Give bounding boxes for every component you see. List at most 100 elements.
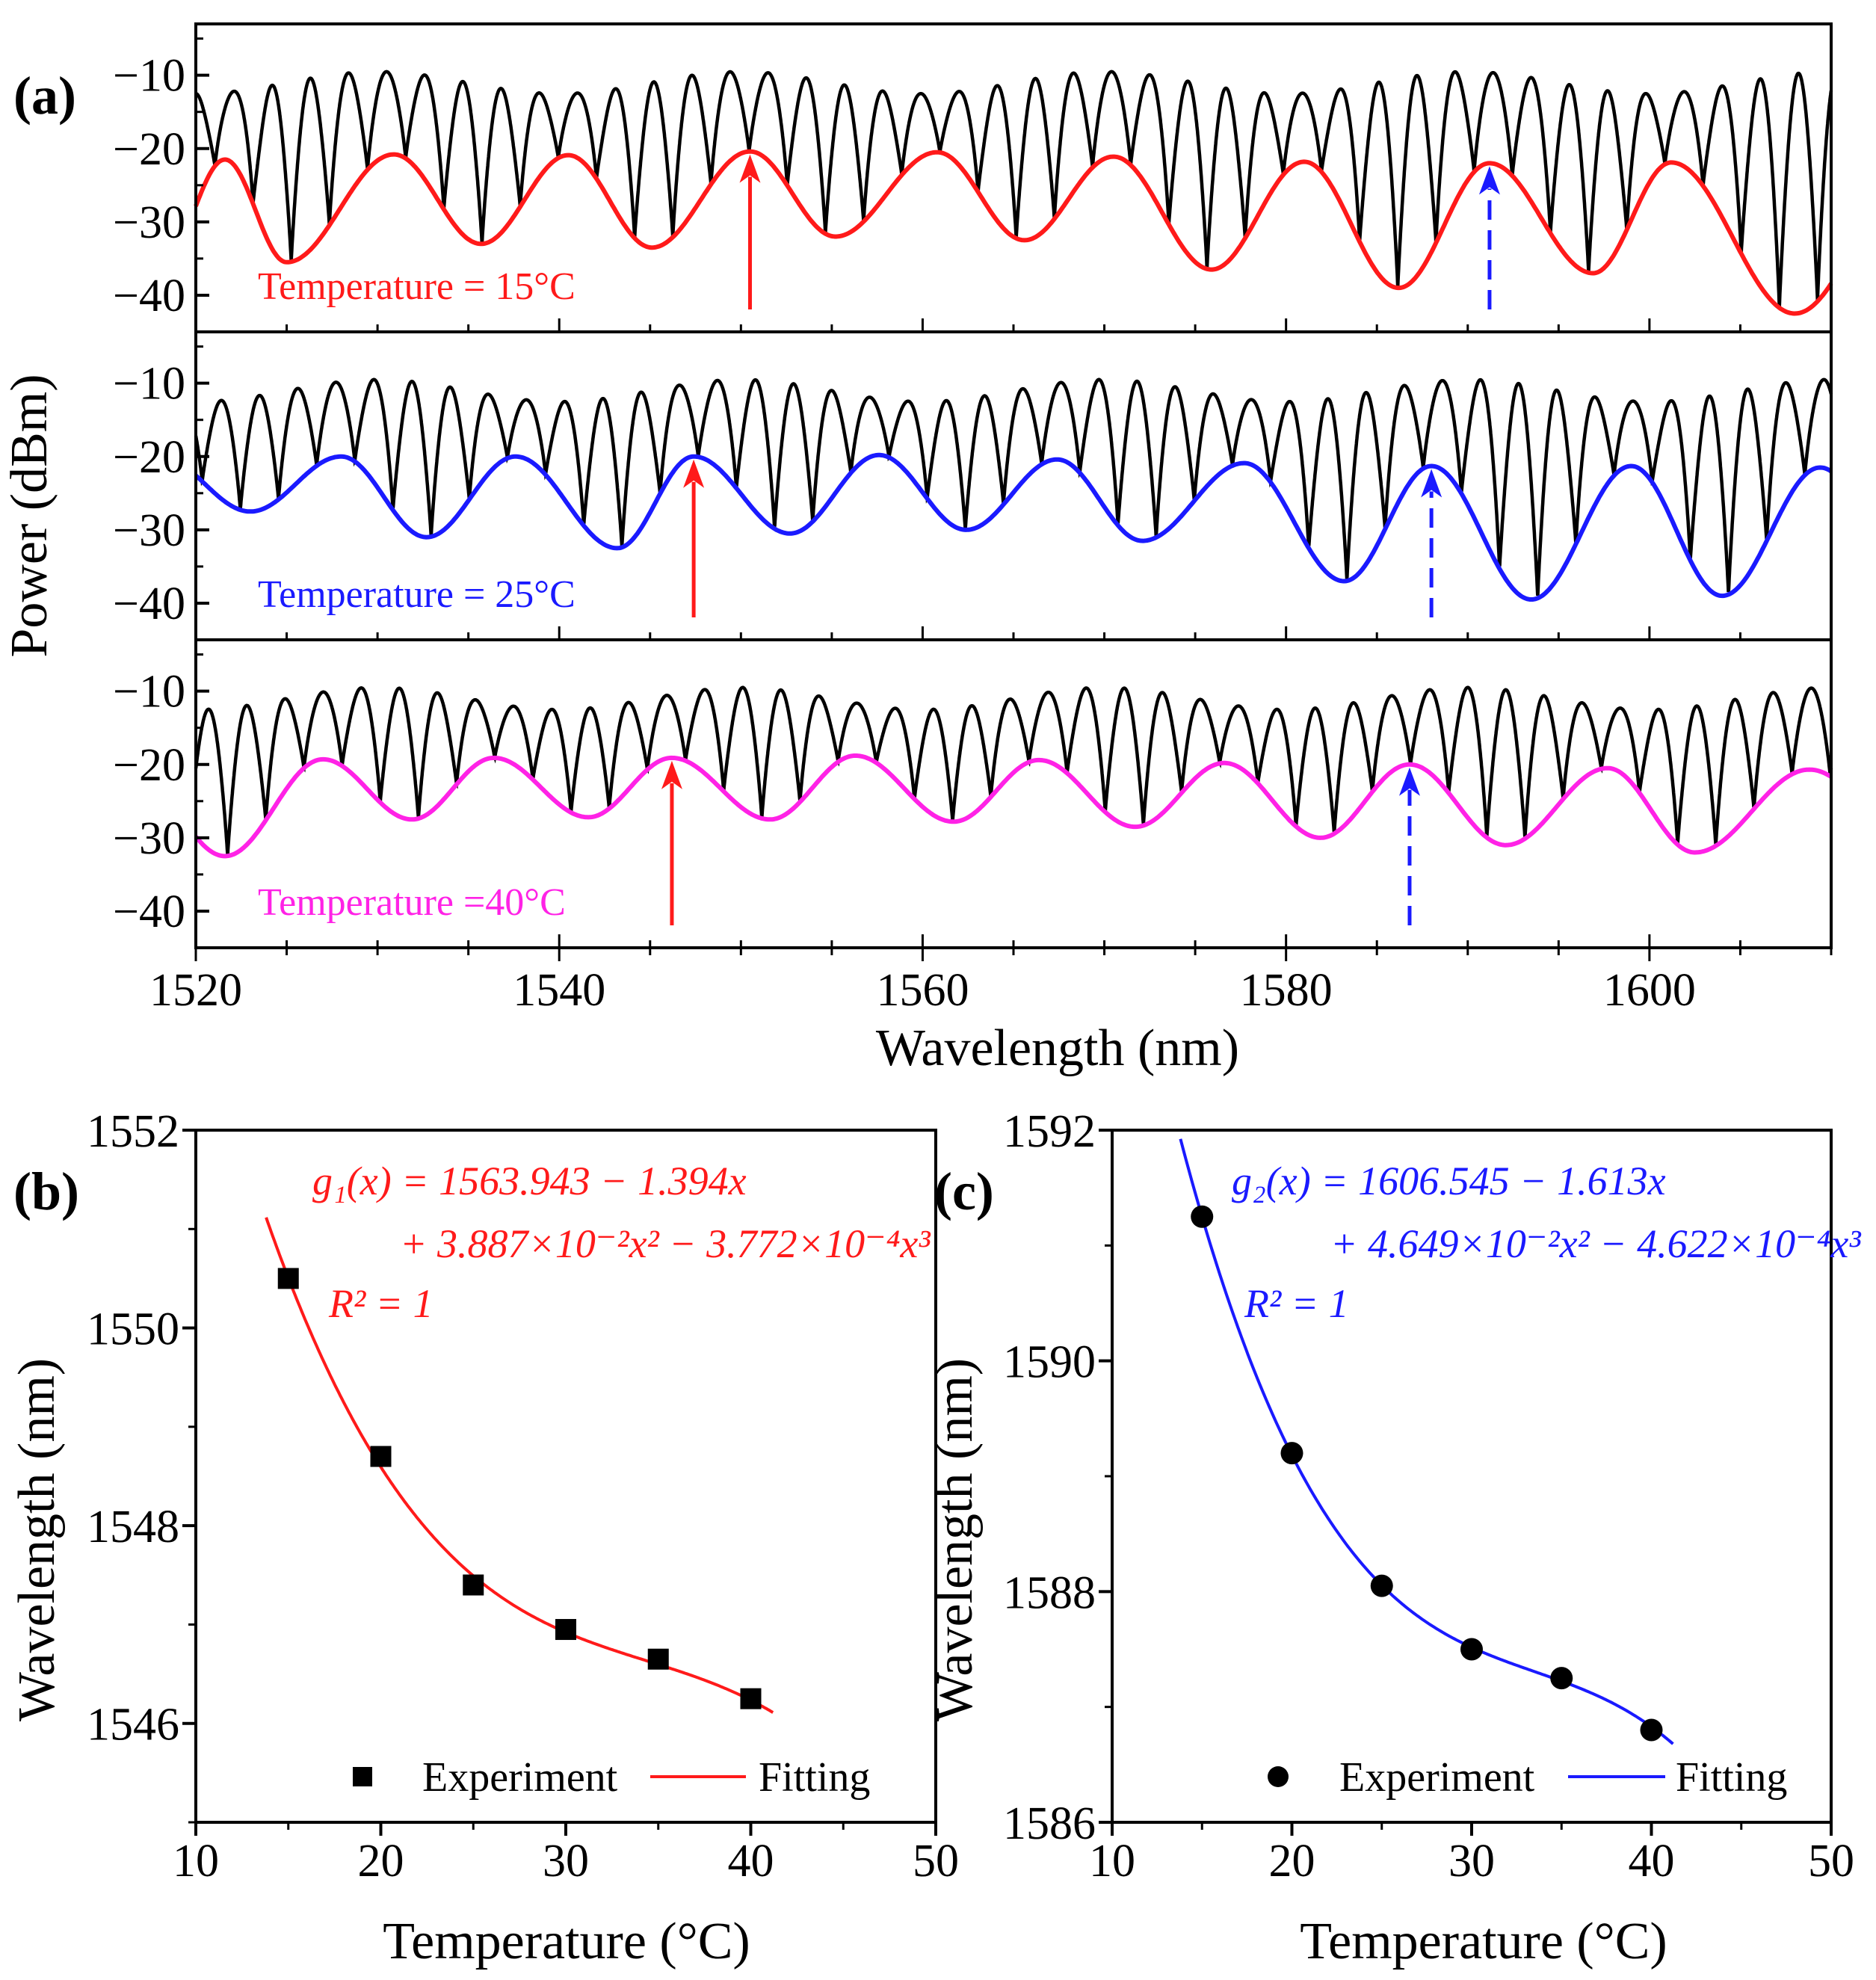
ytick-label: −10 [113, 667, 185, 718]
envelope-line [194, 452, 1833, 602]
ytick-label: −30 [113, 197, 185, 248]
panel-b-yticks: 1546 1548 1550 1552 [87, 1106, 179, 1751]
temperature-annotation-40c: Temperature =40°C [258, 881, 566, 924]
xtick-label: 1560 [876, 965, 969, 1016]
panel-b-equation-line2: + 3.887×10⁻²x² − 3.772×10⁻⁴x³ [400, 1221, 931, 1266]
ytick-label: −10 [113, 51, 185, 102]
panel-c-legend: Experiment Fitting [1268, 1754, 1787, 1801]
panel-c: (c) Wavelength (nm) Temperature (°C) 158… [926, 1106, 1861, 1970]
dashed-arrow-head [1478, 166, 1500, 195]
panel-c-equation-line2: + 4.649×10⁻²x² − 4.622×10⁻⁴x³ [1330, 1221, 1861, 1266]
panel-b-r-squared: R² = 1 [328, 1281, 433, 1326]
panel-c-r-squared: R² = 1 [1244, 1281, 1349, 1326]
panel-b-xticks: 10 20 30 40 50 [173, 1836, 959, 1887]
envelope-line [194, 753, 1833, 859]
xtick-label: 1580 [1240, 965, 1333, 1016]
ytick-label: 1546 [87, 1700, 179, 1751]
fringe-spectrum-line [194, 377, 1833, 596]
ytick-label: −20 [113, 124, 185, 175]
temperature-annotation-15c: Temperature = 15°C [258, 265, 576, 308]
panel-c-equation-line1: g₂(x) = 1606.545 − 1.613x [1232, 1159, 1666, 1203]
experiment-point [463, 1574, 484, 1596]
subplot-25c: −10 −20 −30 −40 Temperature = 25°C [113, 330, 1833, 641]
subplot-40c-curves [194, 685, 1833, 859]
xtick-label: 10 [173, 1836, 219, 1887]
solid-arrow-head [661, 760, 682, 789]
panel-a: (a) Power (dBm) Wavelength (nm) −10 −20 … [1, 22, 1833, 1077]
panel-c-frame [1111, 1129, 1833, 1824]
xtick-label: 30 [543, 1836, 589, 1887]
panel-b-label: (b) [13, 1162, 79, 1221]
xtick-label: 1520 [149, 965, 242, 1016]
legend-experiment-label: Experiment [422, 1754, 618, 1801]
legend-fitting-label: Fitting [1676, 1754, 1787, 1801]
xtick-label: 50 [1808, 1836, 1854, 1887]
fringe-spectrum-line [195, 70, 1833, 308]
ytick-label: 1548 [87, 1502, 179, 1552]
panel-a-xticks: 1520 1540 1560 1580 1600 [149, 965, 1696, 1016]
experiment-point [740, 1688, 762, 1709]
xtick-label: 20 [1269, 1836, 1315, 1887]
panel-a-xlabel: Wavelength (nm) [876, 1020, 1239, 1077]
subplot-40c: −10 −20 −30 −40 Temperature =40°C [113, 638, 1833, 949]
ytick-label: −30 [113, 505, 185, 556]
subplot-25c-yticks: −10 −20 −30 −40 [113, 345, 1833, 640]
dashed-arrow-head [1398, 767, 1420, 796]
panel-b-legend: Experiment Fitting [353, 1754, 870, 1801]
ytick-label: 1592 [1003, 1106, 1096, 1157]
panel-a-label: (a) [13, 66, 76, 126]
xtick-label: 40 [728, 1836, 774, 1887]
envelope-line [194, 149, 1833, 316]
panel-c-ylabel: Wavelength (nm) [926, 1358, 984, 1721]
ytick-label: 1550 [87, 1304, 179, 1355]
experiment-point [370, 1446, 392, 1467]
panel-a-ylabel: Power (dBm) [1, 374, 58, 657]
ytick-label: 1588 [1003, 1567, 1096, 1618]
subplot-15c-yticks: −10 −20 −30 −40 [113, 37, 1833, 961]
experiment-point [1191, 1205, 1214, 1228]
panel-b-equation-line1: g₁(x) = 1563.943 − 1.394x [312, 1159, 747, 1203]
experiment-point [555, 1619, 576, 1641]
experiment-point [1370, 1574, 1393, 1597]
ytick-label: −40 [113, 886, 185, 937]
dashed-arrow-head [1421, 469, 1443, 498]
experiment-point [647, 1648, 669, 1670]
subplot-40c-yticks: −10 −20 −30 −40 [113, 653, 1833, 948]
subplot-25c-arrows [683, 459, 1443, 617]
panel-b-frame [194, 1129, 937, 1824]
xtick-label: 30 [1448, 1836, 1495, 1887]
solid-arrow-head [739, 154, 761, 183]
fit-curve [265, 1217, 774, 1714]
experiment-point [1460, 1638, 1483, 1661]
xtick-label: 40 [1629, 1836, 1675, 1887]
temperature-annotation-25c: Temperature = 25°C [258, 573, 576, 616]
experiment-point [277, 1268, 299, 1289]
panel-c-xlabel: Temperature (°C) [1300, 1913, 1667, 1970]
panel-c-label: (c) [934, 1162, 994, 1221]
xtick-label: 1540 [513, 965, 605, 1016]
ytick-label: 1590 [1003, 1337, 1096, 1388]
panel-b: (b) Wavelength (nm) Temperature (°C) 154… [8, 1106, 959, 1970]
subplot-40c-arrows [661, 760, 1420, 925]
ytick-label: 1552 [87, 1106, 179, 1157]
legend-square-marker [353, 1767, 372, 1786]
panel-b-xlabel: Temperature (°C) [383, 1913, 750, 1970]
legend-circle-marker [1268, 1766, 1289, 1787]
ytick-label: −10 [113, 359, 185, 410]
subplot-15c-curves [194, 70, 1833, 316]
experiment-point [1640, 1718, 1663, 1742]
fringe-spectrum-line [194, 685, 1833, 855]
xtick-label: 50 [913, 1836, 959, 1887]
xtick-label: 1600 [1603, 965, 1696, 1016]
experiment-point [1280, 1442, 1303, 1465]
ytick-label: −30 [113, 813, 185, 864]
xtick-label: 20 [358, 1836, 404, 1887]
ytick-label: 1586 [1003, 1798, 1096, 1849]
subplot-15c: −10 −20 −30 −40 Temperature = 15°C [113, 22, 1833, 961]
ytick-label: −20 [113, 432, 185, 483]
subplot-25c-curves [194, 377, 1833, 602]
xtick-label: 10 [1089, 1836, 1135, 1887]
fit-curve [1179, 1138, 1674, 1745]
panel-c-xticks: 10 20 30 40 50 [1089, 1836, 1854, 1887]
